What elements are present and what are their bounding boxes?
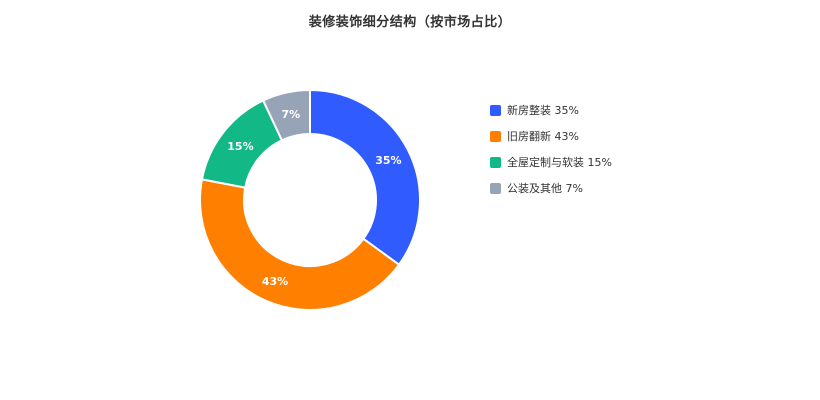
slice-1[interactable]	[309, 88, 421, 267]
slice-2[interactable]	[199, 178, 401, 311]
legend-label-3: 全屋定制与软装 15%	[507, 156, 612, 169]
legend-item-4[interactable]: 公装及其他 7%	[490, 175, 612, 201]
legend-label-1: 新房整装 35%	[507, 104, 579, 117]
slices-group	[199, 88, 421, 311]
chart-title: 装修装饰细分结构（按市场占比）	[308, 15, 512, 30]
legend: 新房整装 35% 旧房翻新 43% 全屋定制与软装 15% 公装及其他 7%	[490, 97, 612, 201]
legend-item-2[interactable]: 旧房翻新 43%	[490, 123, 612, 149]
legend-swatch-4	[490, 182, 501, 194]
legend-swatch-2	[490, 130, 501, 142]
slice-label-4: 7%	[281, 108, 300, 121]
slice-label-1: 35%	[375, 154, 401, 167]
slice-label-3: 15%	[227, 140, 253, 153]
legend-swatch-3	[490, 156, 501, 168]
slice-labels-group: 35% 43% 15% 7%	[227, 108, 401, 288]
legend-label-4: 公装及其他 7%	[507, 182, 583, 195]
legend-item-1[interactable]: 新房整装 35%	[490, 97, 612, 123]
slice-label-2: 43%	[262, 275, 288, 288]
legend-swatch-1	[490, 104, 501, 116]
legend-item-3[interactable]: 全屋定制与软装 15%	[490, 149, 612, 175]
legend-label-2: 旧房翻新 43%	[507, 130, 579, 143]
slice-4[interactable]	[261, 88, 311, 142]
